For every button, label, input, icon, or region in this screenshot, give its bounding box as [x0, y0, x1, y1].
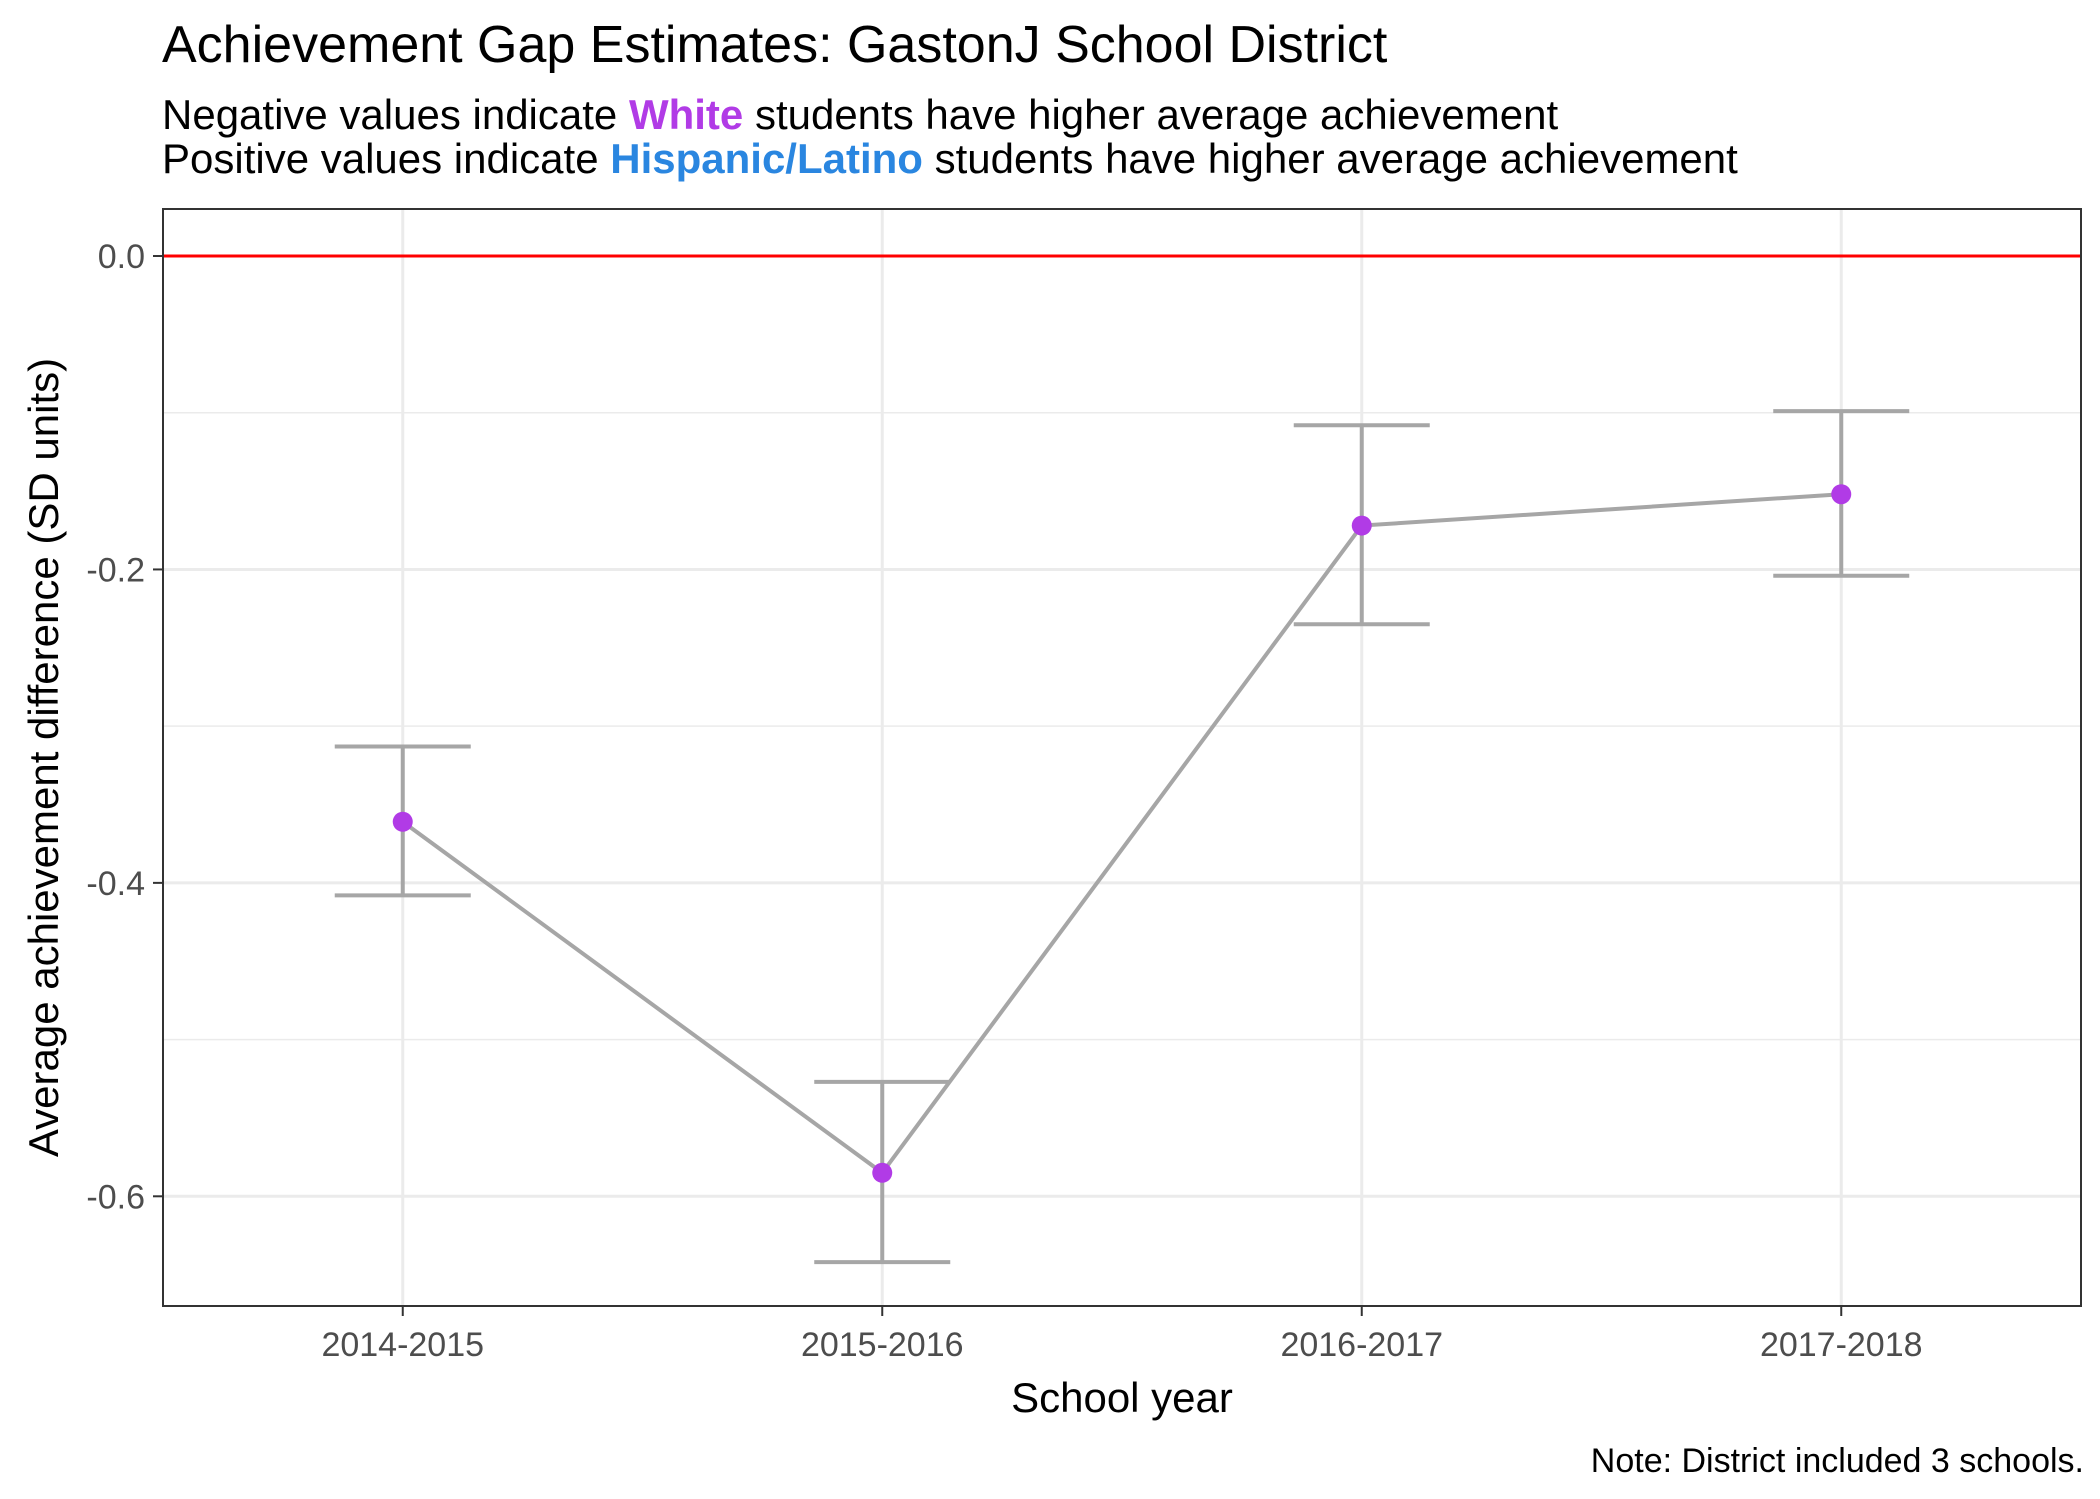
axes: 0.0 -0.2 -0.4 -0.6 2014-2015 2015-2016 2016-20…: [86, 238, 1922, 1364]
x-tick-label: 2015-2016: [801, 1326, 964, 1364]
subtitle-positive: Positive values indicate Hispanic/Latino…: [162, 136, 1738, 182]
subtitle-highlight-white: White: [628, 91, 744, 138]
x-tick-label: 2014-2015: [321, 1326, 484, 1364]
series-line: [401, 492, 1842, 1176]
subtitle-positive-suffix: students have higher average achievement: [934, 135, 1738, 182]
y-tick-label: 0.0: [98, 238, 145, 276]
subtitle-highlight-hispanic-latino: Hispanic/Latino: [610, 135, 923, 182]
x-tick-label: 2016-2017: [1280, 1326, 1443, 1364]
subtitle-negative-suffix: students have higher average achievement: [754, 91, 1559, 138]
series: [334, 409, 1910, 1265]
data-point-2017-2018: [1831, 484, 1852, 505]
subtitle-negative: Negative values indicate White students …: [162, 92, 1558, 138]
data-point-2014-2015: [392, 811, 413, 832]
chart-title: Achievement Gap Estimates: GastonJ Schoo…: [162, 16, 1388, 74]
y-tick-label: -0.4: [86, 865, 145, 903]
x-axis-title: School year: [1011, 1374, 1233, 1421]
x-tick-label: 2017-2018: [1760, 1326, 1923, 1364]
y-axis-title: Average achievement difference (SD units…: [20, 358, 67, 1157]
footnote: Note: District included 3 schools.: [1590, 1442, 2084, 1480]
y-tick-label: -0.2: [86, 551, 145, 589]
panel-border: [162, 208, 2082, 1307]
y-tick-label: -0.6: [86, 1178, 145, 1216]
subtitle-positive-prefix: Positive values indicate: [162, 135, 599, 182]
data-point-2015-2016: [872, 1162, 893, 1183]
subtitle-negative-prefix: Negative values indicate: [162, 91, 618, 138]
data-point-2016-2017: [1351, 515, 1372, 536]
grid: [163, 209, 2081, 1306]
